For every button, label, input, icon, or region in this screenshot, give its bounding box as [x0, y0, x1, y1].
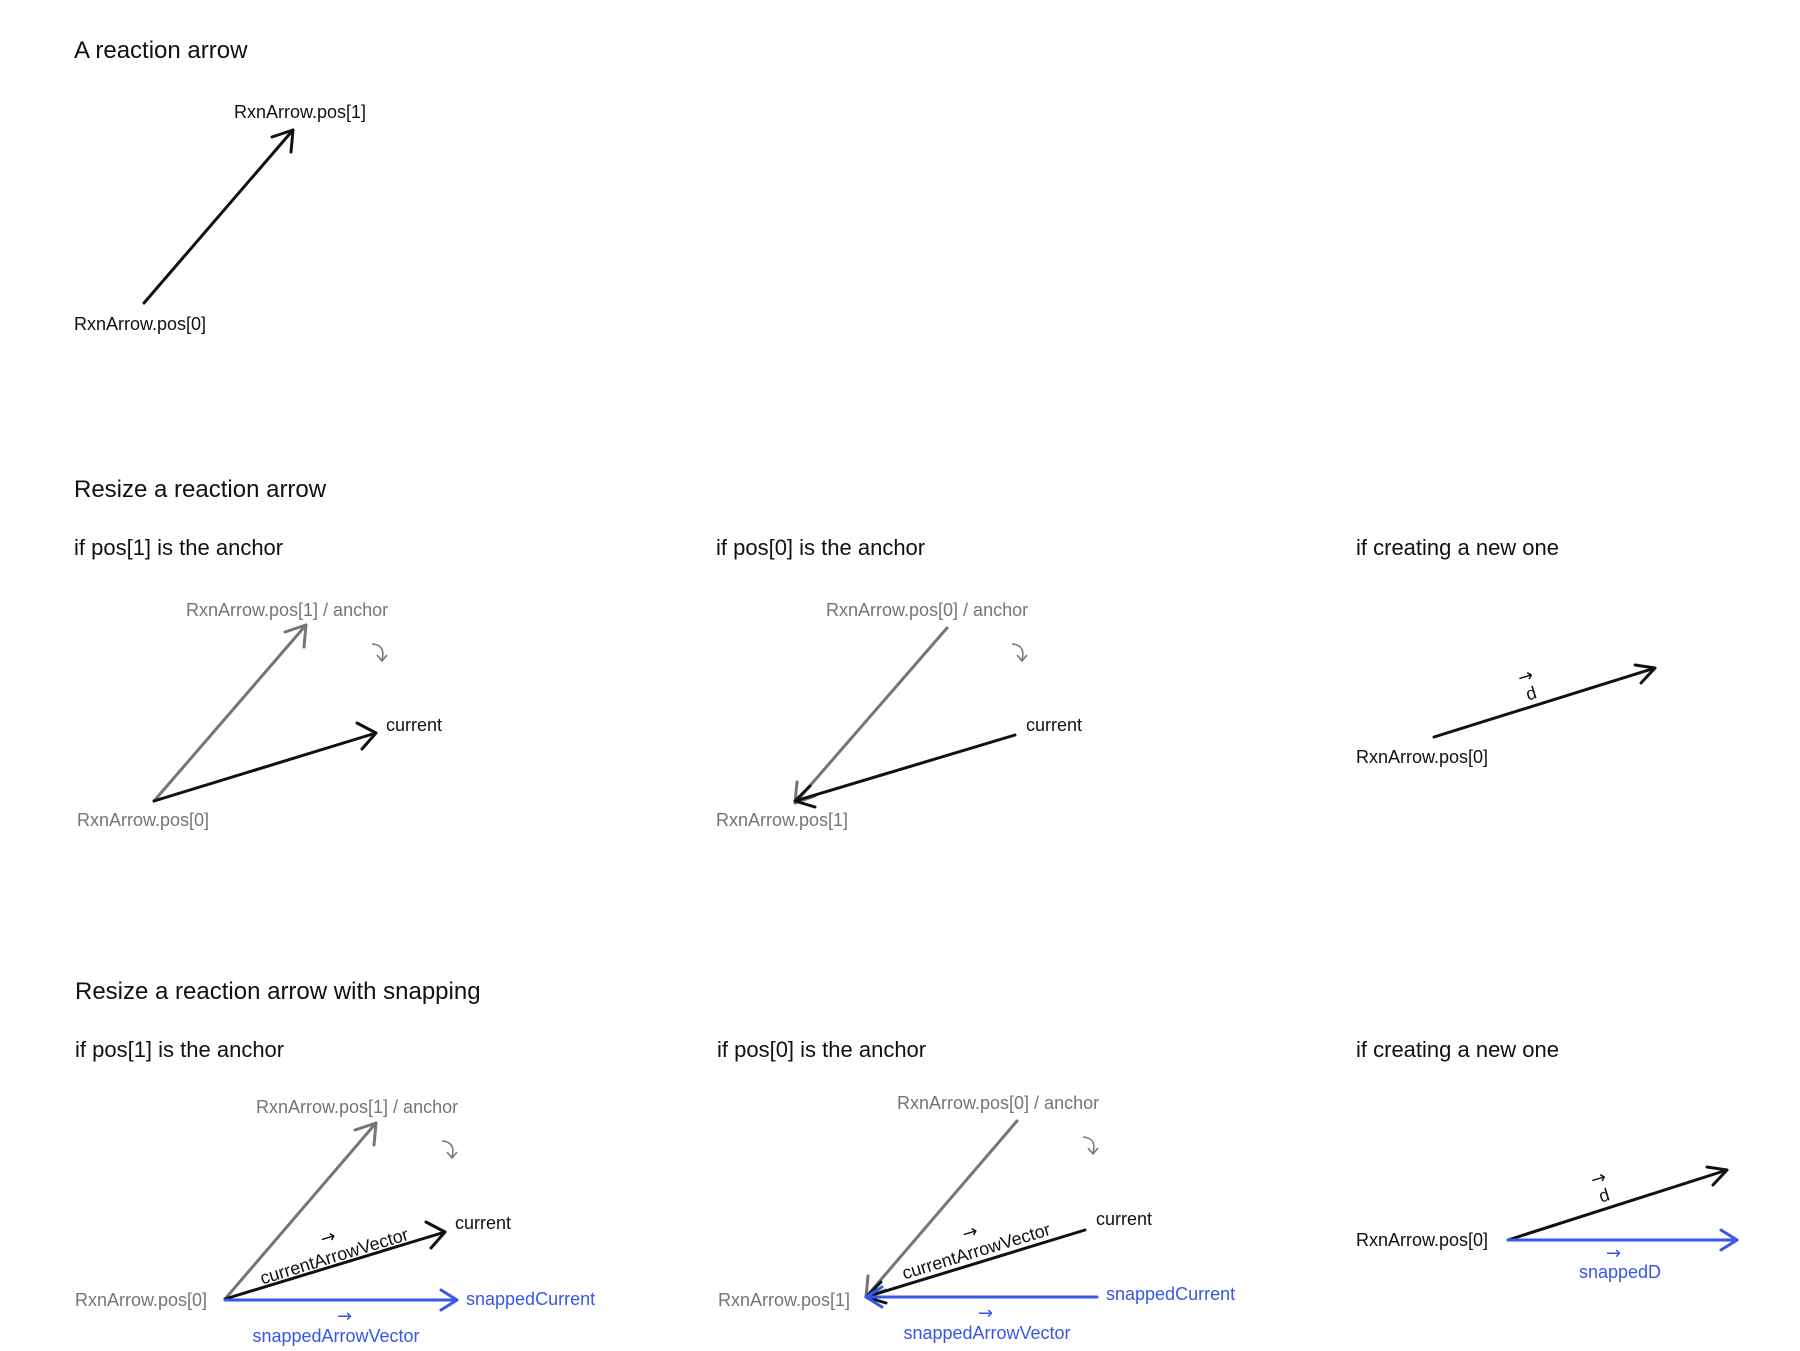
section-basic: A reaction arrow RxnArrow.pos[1] RxnArro… — [74, 37, 366, 334]
snapped-arrow — [864, 1285, 1099, 1309]
panel-title: if pos[0] is the anchor — [717, 1037, 926, 1062]
end-point-label: RxnArrow.pos[1] — [234, 102, 366, 122]
section-snap: Resize a reaction arrow with snapping if… — [75, 978, 1739, 1346]
snapped-arrow-vector-label: snappedArrowVector — [252, 1326, 419, 1346]
current-label: current — [455, 1213, 511, 1233]
vector-arrow-icon: → — [1515, 665, 1536, 689]
rotate-arrow-icon — [1082, 1136, 1099, 1156]
anchor-label: RxnArrow.pos[0] / anchor — [897, 1093, 1099, 1113]
vector-arrow-icon: → — [978, 1303, 993, 1324]
panel-title: if pos[1] is the anchor — [74, 535, 283, 560]
rotate-arrow-icon — [371, 643, 388, 663]
panel-snap-pos0-anchor: if pos[0] is the anchor RxnArrow.pos[0] … — [717, 1037, 1235, 1343]
vector-arrow-icon: → — [1588, 1167, 1609, 1191]
vector-d-label-group: → d — [1588, 1167, 1612, 1207]
snapped-arrow — [223, 1288, 459, 1312]
vector-d-label: d — [1596, 1184, 1611, 1206]
current-label: current — [1096, 1209, 1152, 1229]
origin-label: RxnArrow.pos[1] — [718, 1290, 850, 1310]
current-arrow — [223, 1220, 447, 1301]
snapped-d-arrow — [1506, 1228, 1739, 1252]
panel-title: if creating a new one — [1356, 535, 1559, 560]
panel-pos0-anchor: if pos[0] is the anchor RxnArrow.pos[0] … — [716, 535, 1082, 830]
vector-arrow-icon: → — [1606, 1243, 1621, 1264]
snapped-arrow-vector-label: snappedArrowVector — [903, 1323, 1070, 1343]
anchor-arrow — [152, 623, 308, 803]
current-label: current — [1026, 715, 1082, 735]
origin-label: RxnArrow.pos[0] — [1356, 747, 1488, 767]
anchor-label: RxnArrow.pos[1] / anchor — [256, 1097, 458, 1117]
start-point-label: RxnArrow.pos[0] — [74, 314, 206, 334]
vector-arrow-icon: → — [337, 1306, 352, 1327]
vector-arrow-icon: → — [960, 1220, 981, 1244]
vector-d-label: d — [1523, 682, 1538, 704]
vector-label-group: → currentArrowVector — [900, 1219, 1053, 1283]
current-label: current — [386, 715, 442, 735]
section-title: Resize a reaction arrow — [74, 476, 327, 503]
panel-title: if pos[0] is the anchor — [716, 535, 925, 560]
origin-label: RxnArrow.pos[0] — [75, 1290, 207, 1310]
vector-label-group: → currentArrowVector — [258, 1224, 411, 1288]
reaction-arrow — [142, 128, 295, 305]
vector-d-arrow — [1432, 663, 1657, 739]
origin-label: RxnArrow.pos[1] — [716, 810, 848, 830]
origin-label: RxnArrow.pos[0] — [1356, 1230, 1488, 1250]
snapped-current-label: snappedCurrent — [1106, 1284, 1235, 1304]
vector-arrow-icon: → — [318, 1225, 339, 1249]
panel-snap-create-new: if creating a new one → d RxnArrow.pos[0… — [1356, 1037, 1739, 1282]
rotate-arrow-icon — [441, 1140, 458, 1160]
anchor-arrow — [223, 1121, 378, 1301]
anchor-label: RxnArrow.pos[1] / anchor — [186, 600, 388, 620]
panel-create-new: if creating a new one → d RxnArrow.pos[0… — [1356, 535, 1657, 767]
section-resize: Resize a reaction arrow if pos[1] is the… — [74, 476, 1657, 830]
snapped-d-label: snappedD — [1579, 1262, 1661, 1282]
panel-title: if pos[1] is the anchor — [75, 1037, 284, 1062]
panel-pos1-anchor: if pos[1] is the anchor RxnArrow.pos[1] … — [74, 535, 442, 830]
current-arrow — [152, 721, 378, 803]
panel-snap-pos1-anchor: if pos[1] is the anchor RxnArrow.pos[1] … — [75, 1037, 595, 1346]
section-title: A reaction arrow — [74, 37, 248, 64]
current-arrow — [793, 733, 1017, 809]
section-title: Resize a reaction arrow with snapping — [75, 978, 481, 1005]
snapped-current-label: snappedCurrent — [466, 1289, 595, 1309]
origin-label: RxnArrow.pos[0] — [77, 810, 209, 830]
vector-d-arrow — [1506, 1165, 1729, 1242]
vector-d-label-group: → d — [1515, 665, 1539, 705]
panel-title: if creating a new one — [1356, 1037, 1559, 1062]
rotate-arrow-icon — [1011, 643, 1028, 663]
anchor-label: RxnArrow.pos[0] / anchor — [826, 600, 1028, 620]
